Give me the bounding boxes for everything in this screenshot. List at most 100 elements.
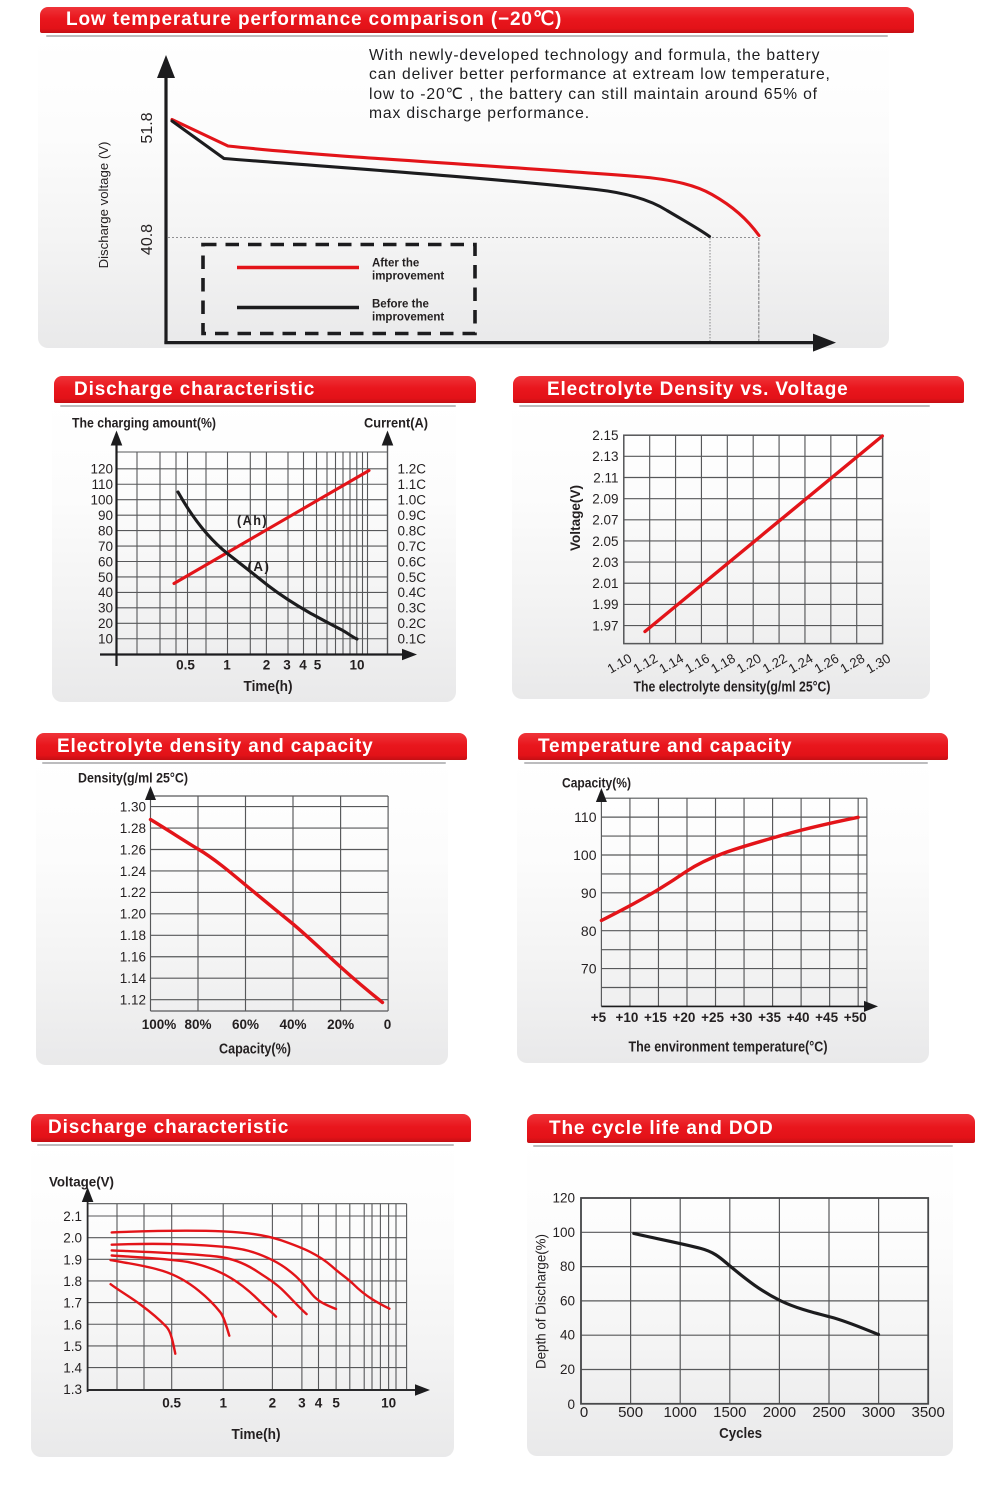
- svg-text:1500: 1500: [713, 1404, 746, 1421]
- svg-text:110: 110: [91, 477, 113, 492]
- svg-text:0: 0: [567, 1397, 575, 1412]
- svg-text:1.6: 1.6: [63, 1317, 82, 1332]
- svg-text:Time(h): Time(h): [244, 679, 293, 695]
- svg-text:Before the: Before the: [372, 299, 429, 311]
- svg-text:10: 10: [349, 658, 364, 673]
- svg-text:+20: +20: [673, 1010, 696, 1025]
- svg-text:Depth of Discharge(%): Depth of Discharge(%): [534, 1234, 549, 1369]
- svg-text:+45: +45: [815, 1010, 838, 1025]
- svg-text:+5: +5: [591, 1010, 607, 1025]
- svg-text:0.5C: 0.5C: [398, 570, 427, 585]
- svg-text:500: 500: [618, 1404, 643, 1421]
- svg-text:2: 2: [269, 1396, 277, 1411]
- svg-text:1.26: 1.26: [120, 842, 146, 857]
- svg-text:40.8: 40.8: [139, 224, 156, 255]
- svg-text:+15: +15: [644, 1010, 667, 1025]
- svg-text:1.99: 1.99: [592, 597, 618, 612]
- svg-text:3500: 3500: [912, 1404, 945, 1421]
- svg-text:0.2C: 0.2C: [398, 616, 427, 631]
- svg-text:1.20: 1.20: [120, 907, 146, 922]
- svg-text:80: 80: [581, 923, 597, 939]
- svg-text:1.18: 1.18: [120, 928, 146, 943]
- svg-text:(Ah): (Ah): [237, 513, 268, 528]
- svg-text:improvement: improvement: [372, 312, 444, 324]
- svg-text:Cycles: Cycles: [719, 1426, 762, 1442]
- svg-text:0.1C: 0.1C: [398, 632, 427, 647]
- svg-text:2.0: 2.0: [63, 1231, 82, 1246]
- svg-text:4: 4: [299, 658, 307, 673]
- svg-text:60: 60: [560, 1293, 575, 1308]
- svg-text:1.2C: 1.2C: [398, 462, 427, 477]
- svg-text:1.4: 1.4: [63, 1361, 82, 1376]
- svg-text:Voltage(V): Voltage(V): [567, 485, 583, 551]
- svg-text:1: 1: [223, 658, 231, 673]
- svg-text:0.7C: 0.7C: [398, 539, 427, 554]
- svg-text:51.8: 51.8: [139, 112, 156, 143]
- svg-text:20: 20: [560, 1362, 575, 1377]
- svg-text:20: 20: [98, 616, 113, 631]
- svg-text:3: 3: [283, 658, 291, 673]
- svg-text:The charging amount(%): The charging amount(%): [72, 415, 216, 431]
- svg-text:1.22: 1.22: [120, 885, 146, 900]
- svg-text:improvement: improvement: [372, 271, 444, 283]
- svg-text:1.97: 1.97: [592, 618, 618, 633]
- svg-text:Capacity(%): Capacity(%): [219, 1042, 291, 1058]
- svg-text:100: 100: [573, 847, 597, 863]
- svg-text:After the: After the: [372, 258, 419, 270]
- svg-text:2.05: 2.05: [592, 534, 618, 549]
- svg-text:2.13: 2.13: [592, 449, 618, 464]
- svg-text:1.1C: 1.1C: [398, 477, 427, 492]
- svg-text:+50: +50: [844, 1010, 867, 1025]
- svg-text:50: 50: [98, 570, 113, 585]
- svg-text:1.5: 1.5: [63, 1339, 82, 1354]
- svg-text:40%: 40%: [279, 1017, 306, 1032]
- svg-text:0.6C: 0.6C: [398, 554, 427, 569]
- svg-text:1: 1: [219, 1396, 227, 1411]
- svg-text:1.3: 1.3: [63, 1382, 82, 1397]
- svg-text:Discharge voltage (V): Discharge voltage (V): [96, 142, 111, 269]
- svg-text:1.0C: 1.0C: [398, 493, 427, 508]
- svg-text:1.12: 1.12: [120, 992, 146, 1007]
- svg-text:2.03: 2.03: [592, 555, 618, 570]
- svg-text:2500: 2500: [812, 1404, 845, 1421]
- svg-text:0.3C: 0.3C: [398, 601, 427, 616]
- svg-text:10: 10: [381, 1396, 396, 1411]
- svg-text:+30: +30: [730, 1010, 753, 1025]
- svg-text:1.8: 1.8: [63, 1274, 82, 1289]
- svg-text:30: 30: [98, 601, 113, 616]
- svg-text:+25: +25: [701, 1010, 724, 1025]
- svg-text:2.11: 2.11: [593, 470, 618, 485]
- svg-text:Time(h): Time(h): [232, 1427, 281, 1443]
- svg-text:The environment temperature(°C: The environment temperature(°C): [629, 1040, 828, 1056]
- svg-text:2.09: 2.09: [592, 491, 618, 506]
- svg-text:0.8C: 0.8C: [398, 523, 427, 538]
- svg-text:2.15: 2.15: [592, 428, 618, 443]
- svg-text:2.1: 2.1: [63, 1209, 82, 1224]
- svg-text:4: 4: [315, 1396, 323, 1411]
- svg-text:(A): (A): [248, 559, 271, 574]
- svg-text:+40: +40: [787, 1010, 810, 1025]
- svg-text:60%: 60%: [232, 1017, 259, 1032]
- svg-text:120: 120: [90, 462, 113, 477]
- svg-text:1.9: 1.9: [63, 1252, 82, 1267]
- svg-text:100%: 100%: [142, 1017, 177, 1032]
- svg-text:90: 90: [98, 508, 113, 523]
- svg-text:0.4C: 0.4C: [398, 585, 427, 600]
- svg-text:1.24: 1.24: [120, 864, 147, 879]
- svg-text:1.16: 1.16: [120, 950, 146, 965]
- svg-text:Current(A): Current(A): [364, 415, 428, 431]
- svg-text:+10: +10: [615, 1010, 638, 1025]
- svg-text:80: 80: [560, 1259, 575, 1274]
- svg-text:1.7: 1.7: [63, 1296, 82, 1311]
- svg-text:100: 100: [90, 493, 113, 508]
- svg-text:3000: 3000: [862, 1404, 895, 1421]
- svg-text:1000: 1000: [664, 1404, 697, 1421]
- svg-text:1.30: 1.30: [863, 651, 893, 677]
- svg-text:2.01: 2.01: [592, 576, 618, 591]
- svg-text:1.14: 1.14: [120, 971, 147, 986]
- svg-text:0.5: 0.5: [176, 658, 195, 673]
- svg-text:60: 60: [98, 554, 113, 569]
- svg-text:0: 0: [384, 1017, 392, 1032]
- svg-text:5: 5: [314, 658, 322, 673]
- svg-text:1.28: 1.28: [120, 821, 146, 836]
